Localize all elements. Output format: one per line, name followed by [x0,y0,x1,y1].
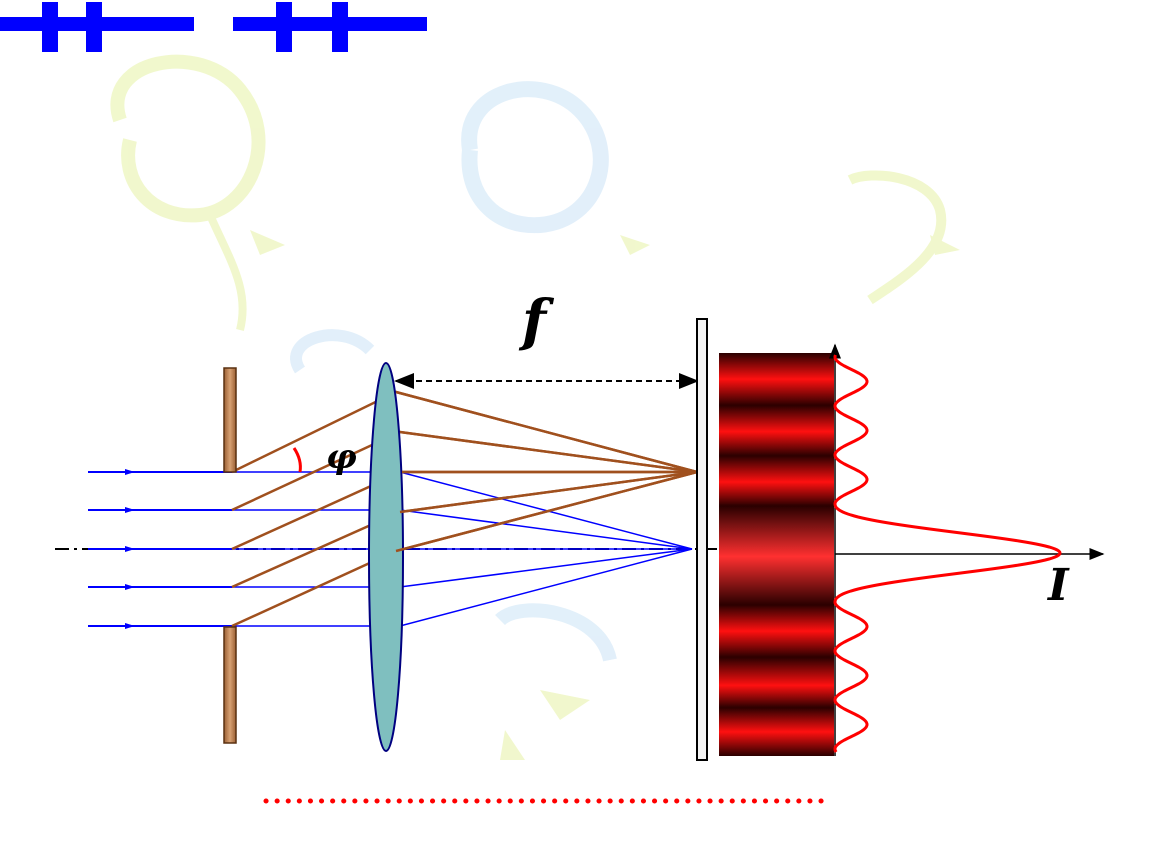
header-right-glyph-icon [233,2,427,52]
undiffracted-rays [232,471,693,627]
diffracted-rays-overlay [395,390,698,553]
diffracted-rays [231,390,698,628]
focal-length-label: f [518,288,555,354]
background-decoration [110,54,960,760]
intensity-curve [833,354,1062,753]
diffraction-fringe-pattern [719,353,834,756]
incident-ray-arrows [125,469,135,629]
slit-lower-barrier [223,626,237,744]
observation-screen [696,318,708,761]
incident-rays [88,471,232,627]
slit-upper-barrier [223,367,237,473]
converging-lens [368,362,404,752]
angle-label: φ [326,437,357,477]
fringe-separators [719,404,834,709]
header-left-glyph-icon [0,2,194,52]
intensity-label: I [1046,560,1070,611]
angle-arc [292,447,302,473]
